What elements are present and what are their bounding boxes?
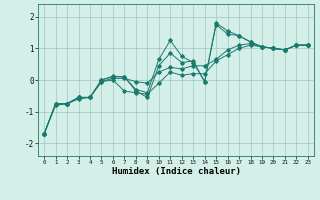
X-axis label: Humidex (Indice chaleur): Humidex (Indice chaleur)	[111, 167, 241, 176]
